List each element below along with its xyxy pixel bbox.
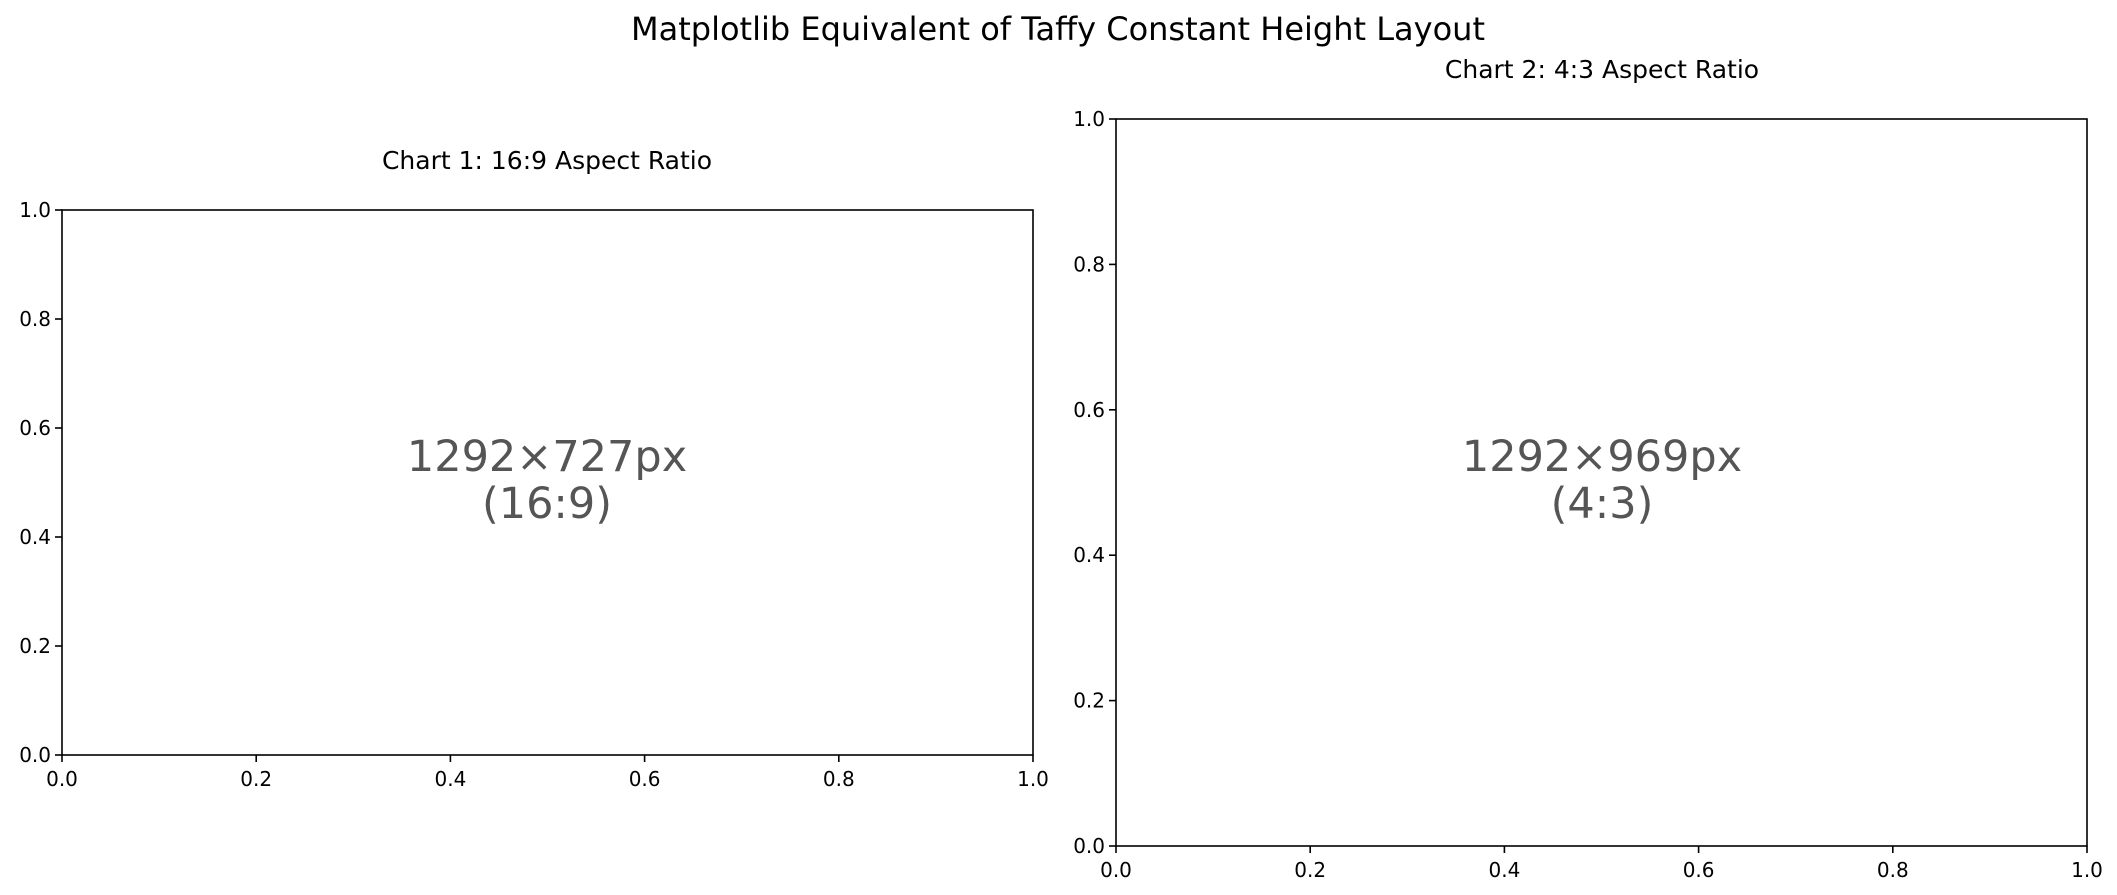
chart-2-x-tick-label: 0.8 (1877, 858, 1909, 882)
chart-1-y-tick-label: 1.0 (19, 198, 51, 222)
chart-2-y-tick-label: 1.0 (1073, 107, 1105, 131)
chart-2-y-tick-label: 0.4 (1073, 543, 1105, 567)
chart-2-x-axis: 0.0 0.2 0.4 0.6 0.8 1.0 (1100, 846, 2103, 882)
figure-suptitle: Matplotlib Equivalent of Taffy Constant … (631, 10, 1485, 48)
chart-2-x-tick-label: 0.6 (1683, 858, 1715, 882)
chart-1-x-tick-label: 0.6 (629, 767, 661, 791)
chart-1-x-tick-label: 0.4 (434, 767, 466, 791)
chart-1-y-tick-label: 0.0 (19, 743, 51, 767)
chart-1-x-tick-label: 0.0 (46, 767, 78, 791)
chart-2-size-label: 1292×969px (1462, 432, 1742, 482)
chart-1: Chart 1: 16:9 Aspect Ratio 0.0 0.2 0.4 0.6 0… (19, 146, 1049, 791)
chart-2: Chart 2: 4:3 Aspect Ratio 0.0 0.2 0.4 0.6 0.… (1073, 55, 2103, 882)
chart-1-y-tick-label: 0.8 (19, 307, 51, 331)
chart-2-axes-frame (1115, 118, 2088, 847)
chart-1-size-label: 1292×727px (407, 432, 687, 482)
chart-1-y-axis: 0.0 0.2 0.4 0.6 0.8 1.0 (19, 198, 62, 767)
chart-1-x-tick-label: 0.8 (823, 767, 855, 791)
chart-1-title: Chart 1: 16:9 Aspect Ratio (382, 146, 712, 175)
chart-1-axes-frame (61, 209, 1034, 756)
chart-2-ratio-label: (4:3) (1551, 479, 1654, 529)
chart-2-y-tick-label: 0.2 (1073, 689, 1105, 713)
chart-1-y-tick-label: 0.6 (19, 416, 51, 440)
chart-1-y-tick-label: 0.4 (19, 525, 51, 549)
chart-2-x-tick-label: 0.4 (1488, 858, 1520, 882)
chart-2-y-tick-label: 0.0 (1073, 834, 1105, 858)
chart-1-ratio-label: (16:9) (482, 479, 612, 529)
chart-1-x-tick-label: 1.0 (1017, 767, 1049, 791)
chart-2-y-tick-label: 0.6 (1073, 398, 1105, 422)
chart-2-y-tick-label: 0.8 (1073, 252, 1105, 276)
chart-1-y-tick-label: 0.2 (19, 634, 51, 658)
chart-2-title: Chart 2: 4:3 Aspect Ratio (1445, 55, 1759, 84)
chart-2-x-tick-label: 0.2 (1294, 858, 1326, 882)
chart-1-x-tick-label: 0.2 (240, 767, 272, 791)
chart-2-y-axis: 0.0 0.2 0.4 0.6 0.8 1.0 (1073, 107, 1116, 858)
chart-2-x-tick-label: 0.0 (1100, 858, 1132, 882)
chart-1-x-axis: 0.0 0.2 0.4 0.6 0.8 1.0 (46, 755, 1049, 791)
chart-2-x-tick-label: 1.0 (2071, 858, 2103, 882)
